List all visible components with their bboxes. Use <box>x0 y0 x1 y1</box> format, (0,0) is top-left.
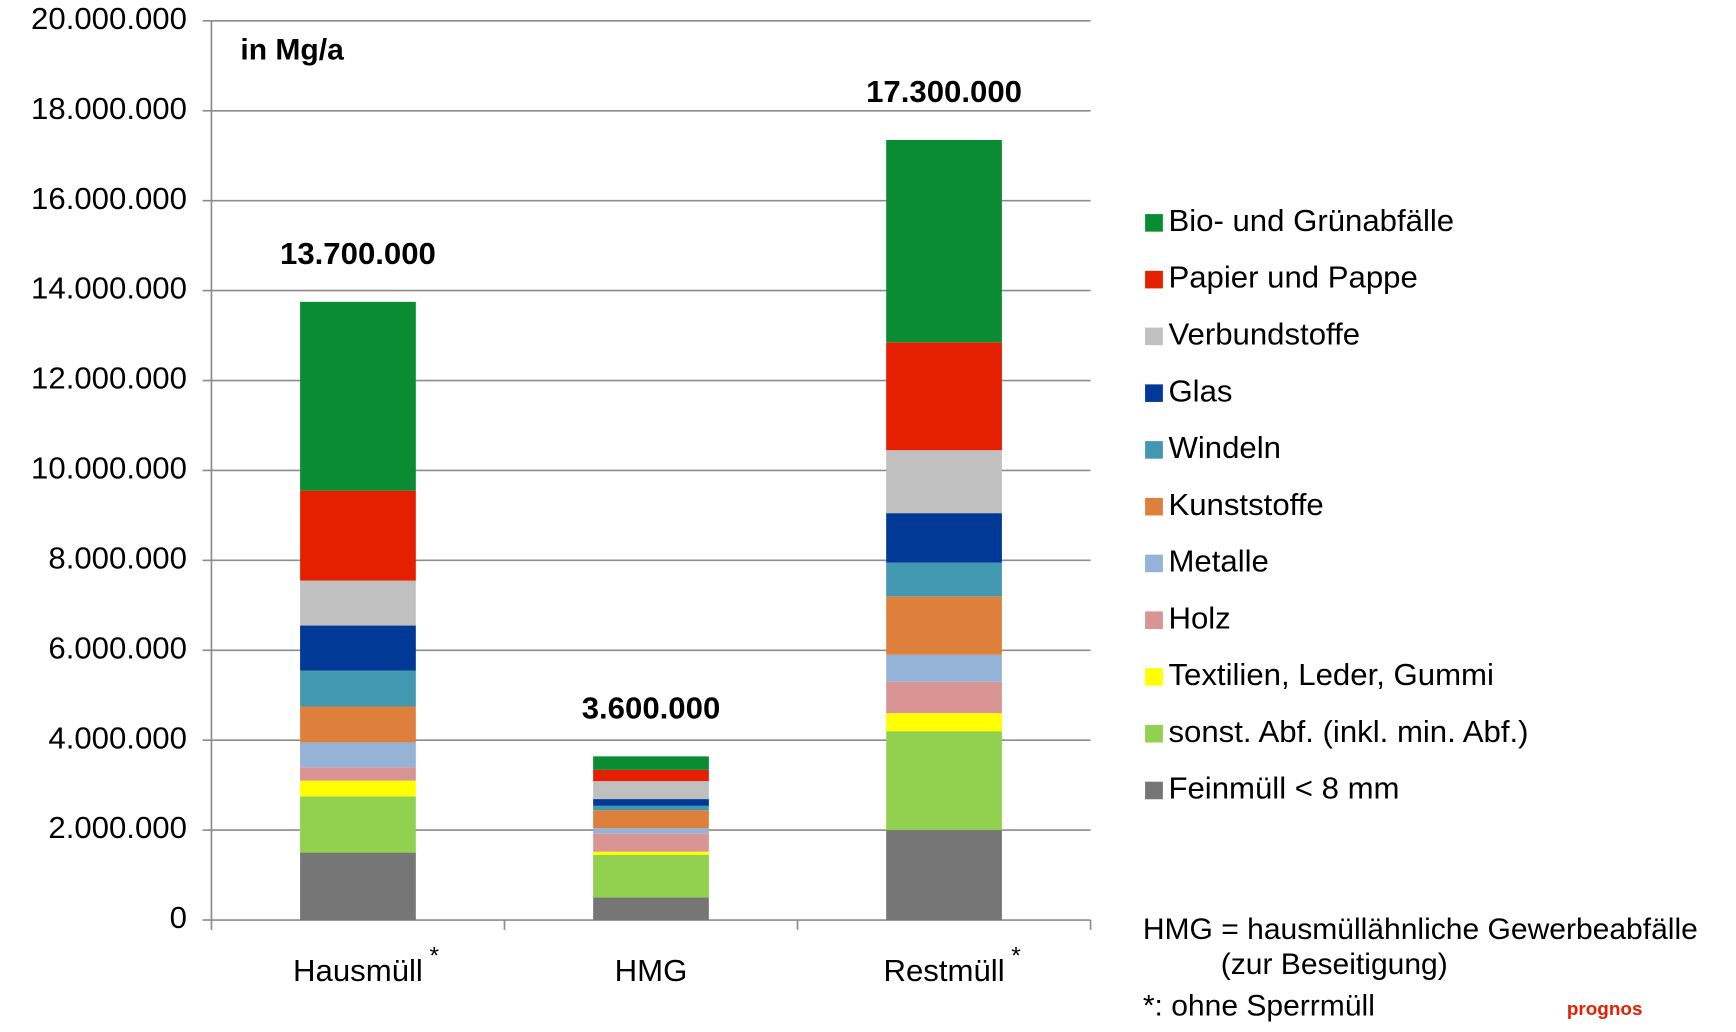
bar-segment <box>300 301 416 491</box>
legend-label: Metalle <box>1168 544 1268 579</box>
legend-label: sonst. Abf. (inkl. min. Abf.) <box>1168 714 1528 749</box>
bar-segment <box>886 713 1002 732</box>
y-tick-label: 10.000.000 <box>31 451 187 486</box>
bar-segment <box>593 799 709 806</box>
bar-segment <box>593 897 709 921</box>
bar-segment <box>300 852 416 921</box>
y-tick-label: 20.000.000 <box>31 1 187 36</box>
bar-segment <box>886 513 1002 563</box>
legend-label: Bio- und Grünabfälle <box>1168 203 1454 238</box>
note: *: ohne Sperrmüll <box>1143 990 1375 1023</box>
legend-label: Verbundstoffe <box>1168 317 1360 352</box>
total-label: 17.300.000 <box>866 74 1022 109</box>
bar-segment <box>300 706 416 743</box>
bar-segment <box>300 490 416 581</box>
bar-segment <box>886 450 1002 514</box>
bar-segment <box>593 810 709 829</box>
bar-segment <box>300 625 416 671</box>
bar-segment <box>593 851 709 855</box>
category-note: * <box>1011 943 1021 970</box>
bar-segment <box>300 670 416 707</box>
bar-segment <box>886 830 1002 921</box>
total-label: 13.700.000 <box>280 236 436 271</box>
legend-label: Holz <box>1168 600 1230 635</box>
y-tick-label: 2.000.000 <box>48 810 187 845</box>
legend-swatch <box>1145 724 1163 743</box>
note: (zur Beseitigung) <box>1221 948 1448 981</box>
y-tick-label: 14.000.000 <box>31 271 187 306</box>
bar-segment <box>593 781 709 800</box>
legend-swatch <box>1145 214 1163 232</box>
category-note: * <box>430 943 440 970</box>
legend-swatch <box>1145 270 1163 289</box>
x-tick-label: Restmüll <box>883 953 1004 988</box>
bar-segment <box>886 654 1002 682</box>
y-tick-label: 8.000.000 <box>48 541 187 576</box>
x-tick-label: HMG <box>615 953 688 988</box>
bar-segment <box>886 681 1002 714</box>
bar-segment <box>886 139 1002 343</box>
bar-segment <box>593 769 709 782</box>
legend-swatch <box>1145 497 1163 516</box>
legend-label: Windeln <box>1168 430 1281 465</box>
bar-segment <box>886 562 1002 597</box>
bar-segment <box>300 767 416 781</box>
bar-segment <box>593 828 709 834</box>
legend-swatch <box>1145 554 1163 573</box>
legend-swatch <box>1145 327 1163 346</box>
bar-segment <box>300 796 416 853</box>
legend-swatch <box>1145 781 1163 800</box>
bar-segment <box>300 742 416 768</box>
bar-segment <box>886 342 1002 451</box>
bar-segment <box>886 731 1002 831</box>
legend-label: Feinmüll < 8 mm <box>1168 771 1399 806</box>
legend-label: Textilien, Leder, Gummi <box>1168 657 1493 692</box>
note: HMG = hausmüllähnliche Gewerbeabfälle <box>1143 913 1698 946</box>
bar-segment <box>300 580 416 626</box>
legend-label: Kunststoffe <box>1168 487 1323 522</box>
legend-swatch <box>1145 441 1163 459</box>
y-tick-label: 0 <box>170 900 187 935</box>
bar-segment <box>886 596 1002 655</box>
y-tick-label: 12.000.000 <box>31 361 187 396</box>
y-tick-label: 16.000.000 <box>31 181 187 216</box>
y-tick-label: 6.000.000 <box>48 631 187 666</box>
legend-swatch <box>1145 384 1163 402</box>
bar-segment <box>593 756 709 770</box>
bar-segment <box>300 780 416 797</box>
legend-label: Papier und Pappe <box>1168 260 1417 295</box>
bar-segment <box>593 854 709 898</box>
x-tick-label: Hausmüll <box>293 953 423 988</box>
y-tick-label: 4.000.000 <box>48 720 187 755</box>
total-label: 3.600.000 <box>582 691 721 726</box>
logo: prognos <box>1567 998 1643 1019</box>
legend-swatch <box>1145 668 1163 686</box>
legend-label: Glas <box>1168 373 1232 408</box>
bar-segment <box>593 833 709 852</box>
y-tick-label: 18.000.000 <box>31 91 187 126</box>
legend-swatch <box>1145 611 1163 629</box>
bar-segment <box>593 805 709 811</box>
unit-label: in Mg/a <box>240 34 344 67</box>
